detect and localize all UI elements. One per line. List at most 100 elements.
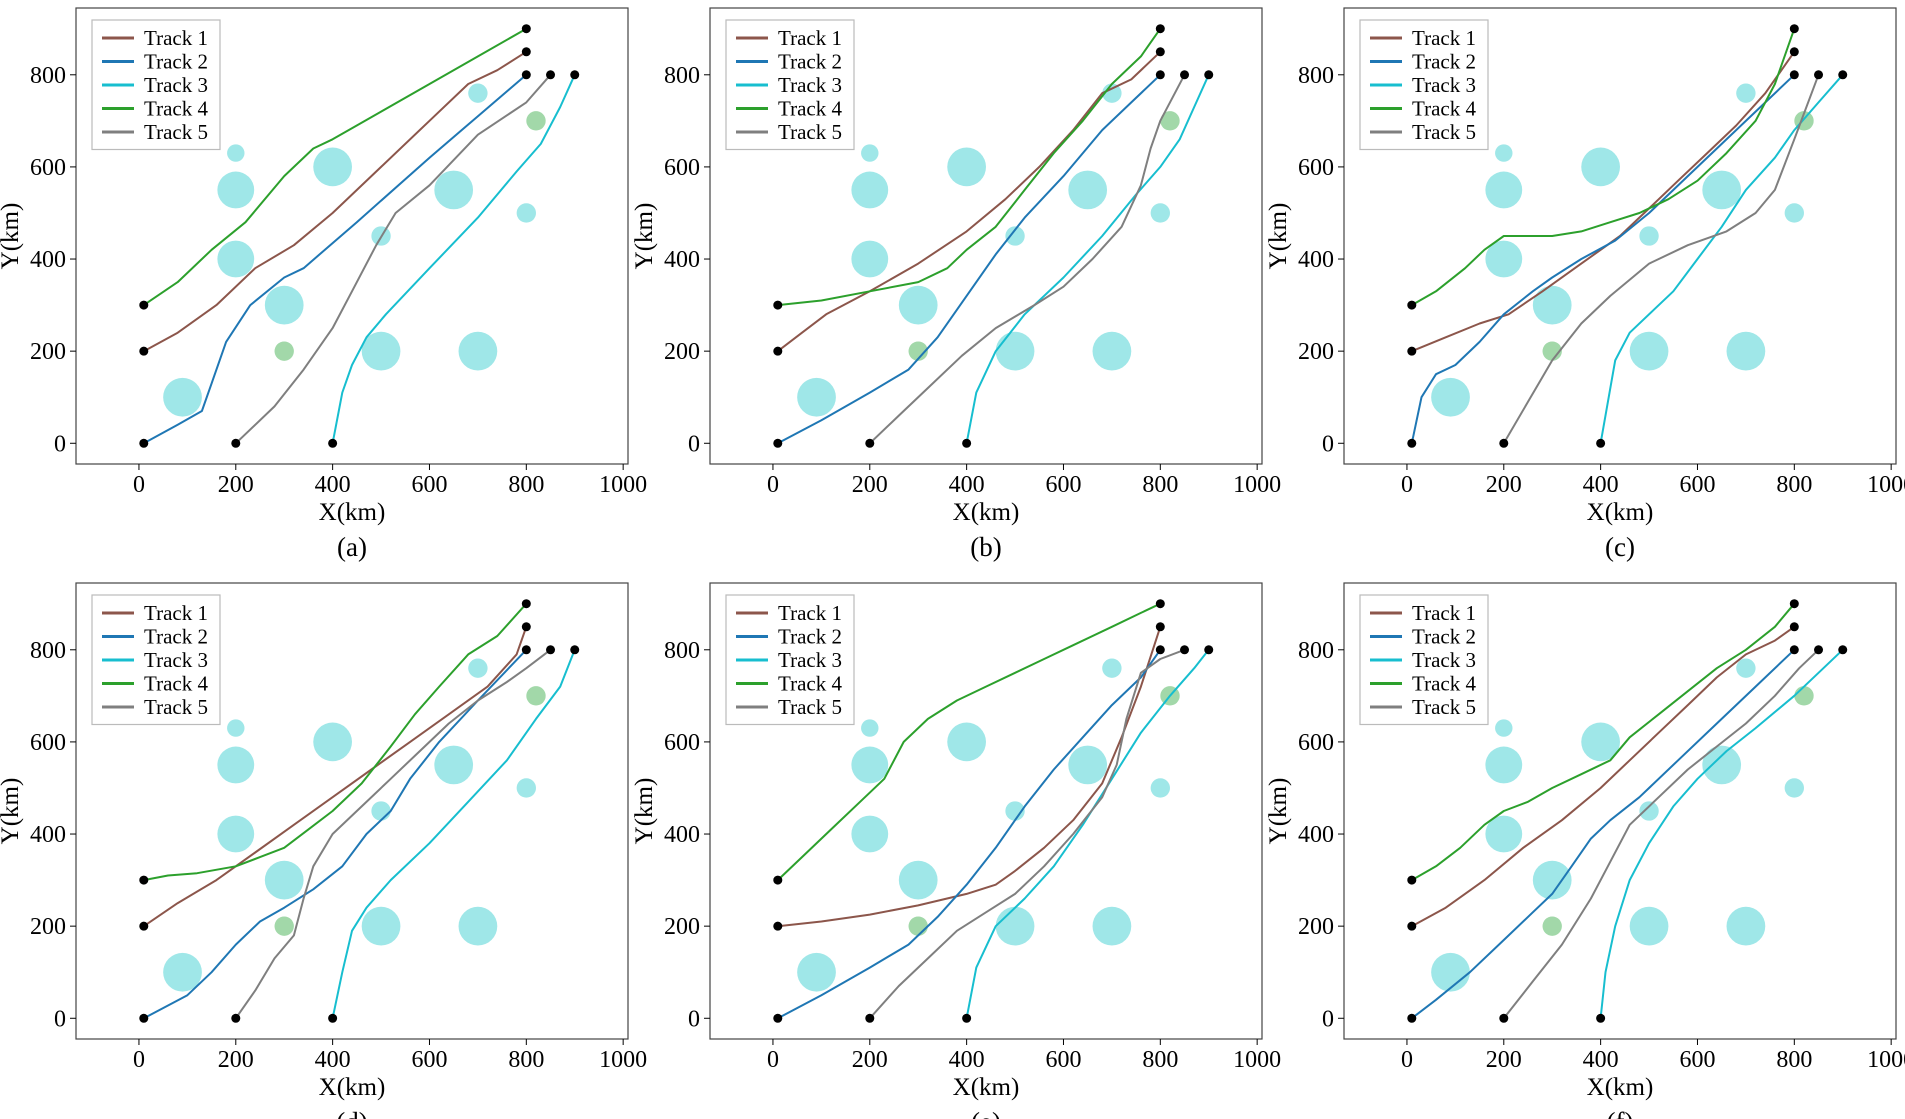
obstacle-circle	[1092, 906, 1132, 946]
start-point	[1407, 921, 1417, 931]
obstacle-circle	[995, 331, 1035, 371]
track-line-track-4	[777, 28, 1162, 307]
obstacle-circle	[264, 285, 304, 325]
legend-label: Track 3	[1412, 648, 1476, 672]
y-tick-label: 200	[30, 914, 66, 940]
goal-point	[1180, 70, 1190, 80]
obstacle-circle	[264, 860, 304, 900]
obstacle-circle	[898, 860, 938, 900]
obstacle-circle	[851, 746, 889, 784]
track-line-track-4	[1411, 603, 1796, 881]
goal-point	[1155, 47, 1165, 57]
x-tick-label: 400	[949, 1047, 985, 1073]
start-point	[962, 1013, 972, 1023]
start-point	[773, 1013, 783, 1023]
goal-point	[521, 70, 531, 80]
goal-point	[521, 24, 531, 34]
x-tick-label: 600	[411, 1047, 447, 1073]
x-tick-label: 200	[218, 1047, 254, 1073]
y-tick-label: 400	[30, 247, 66, 273]
obstacle-circle	[458, 906, 498, 946]
obstacle-circle	[1736, 658, 1756, 678]
track-line-track-3	[1599, 74, 1844, 444]
obstacle-circle	[1581, 722, 1620, 762]
x-tick-label: 800	[508, 1047, 544, 1073]
legend-label: Track 5	[144, 695, 208, 719]
obstacle-circle	[1784, 203, 1804, 223]
y-tick-label: 400	[1298, 247, 1334, 273]
track-line-track-5	[234, 649, 552, 1019]
start-point	[1499, 438, 1509, 448]
obstacle-circle	[1102, 83, 1122, 103]
goal-point	[1155, 24, 1165, 34]
track-line-track-2	[777, 74, 1161, 445]
plot-frame	[1343, 7, 1897, 465]
x-tick-label: 400	[315, 472, 351, 498]
y-tick-label: 0	[54, 431, 66, 457]
x-tick-label: 200	[218, 472, 254, 498]
x-tick-label: 400	[1583, 472, 1619, 498]
x-tick-label: 1000	[599, 1047, 647, 1073]
threat-circle	[274, 341, 294, 361]
y-tick-label: 600	[30, 155, 66, 181]
panel-1: 0 200 400 600 800 1000 0 200 400 600 800 X(km) Y(km)…	[0, 7, 647, 562]
y-tick-label: 200	[1298, 339, 1334, 365]
start-point	[962, 438, 972, 448]
goal-point	[546, 645, 556, 655]
obstacle-circle	[1726, 906, 1766, 946]
goal-point	[521, 645, 531, 655]
x-tick-label: 200	[1486, 472, 1522, 498]
x-tick-label: 1000	[599, 472, 647, 498]
start-point	[773, 921, 783, 931]
legend-label: Track 2	[1412, 625, 1476, 649]
y-tick-label: 400	[1298, 822, 1334, 848]
obstacle-circle	[1485, 746, 1523, 784]
goal-point	[570, 70, 580, 80]
x-tick-label: 200	[852, 472, 888, 498]
x-tick-label: 600	[1679, 1047, 1715, 1073]
start-point	[328, 1013, 338, 1023]
obstacle-circle	[313, 722, 353, 762]
legend-label: Track 3	[144, 73, 208, 97]
y-tick-label: 800	[30, 63, 66, 89]
legend-label: Track 3	[778, 73, 842, 97]
x-tick-label: 600	[411, 472, 447, 498]
goal-point	[1838, 70, 1848, 80]
track-line-track-1	[1411, 625, 1795, 928]
legend-label: Track 2	[144, 625, 208, 649]
plot-area	[139, 24, 580, 448]
goal-point	[1155, 645, 1165, 655]
obstacle-circle	[851, 171, 889, 209]
goal-point	[1814, 70, 1824, 80]
obstacle-circle	[1485, 171, 1523, 209]
x-tick-label: 1000	[1233, 472, 1281, 498]
threat-circle	[526, 111, 546, 131]
start-point	[773, 300, 783, 310]
obstacle-circle	[1581, 147, 1620, 187]
x-axis-label: X(km)	[319, 1074, 386, 1101]
track-line-track-2	[1410, 74, 1795, 444]
obstacle-circle	[797, 377, 836, 417]
x-tick-label: 200	[852, 1047, 888, 1073]
obstacle-circle	[947, 147, 986, 187]
obstacle-circle	[371, 801, 391, 821]
start-point	[1407, 300, 1417, 310]
track-line-track-5	[1502, 74, 1820, 444]
goal-point	[1180, 645, 1190, 655]
plot-frame	[1343, 582, 1897, 1040]
legend-label: Track 5	[1412, 695, 1476, 719]
legend-label: Track 1	[1412, 26, 1476, 50]
track-line-track-1	[143, 626, 528, 928]
y-tick-label: 200	[664, 339, 700, 365]
start-point	[139, 1013, 149, 1023]
start-point	[139, 346, 149, 356]
plot-area	[773, 599, 1214, 1023]
obstacle-circle	[1702, 745, 1742, 785]
panel-2: 0 200 400 600 800 1000 0 200 400 600 800 X(km) Y(km)…	[631, 7, 1281, 562]
goal-point	[1789, 622, 1799, 632]
y-tick-label: 400	[30, 822, 66, 848]
obstacle-circle	[1726, 331, 1766, 371]
track-line-track-3	[965, 649, 1210, 1019]
legend-label: Track 3	[144, 648, 208, 672]
